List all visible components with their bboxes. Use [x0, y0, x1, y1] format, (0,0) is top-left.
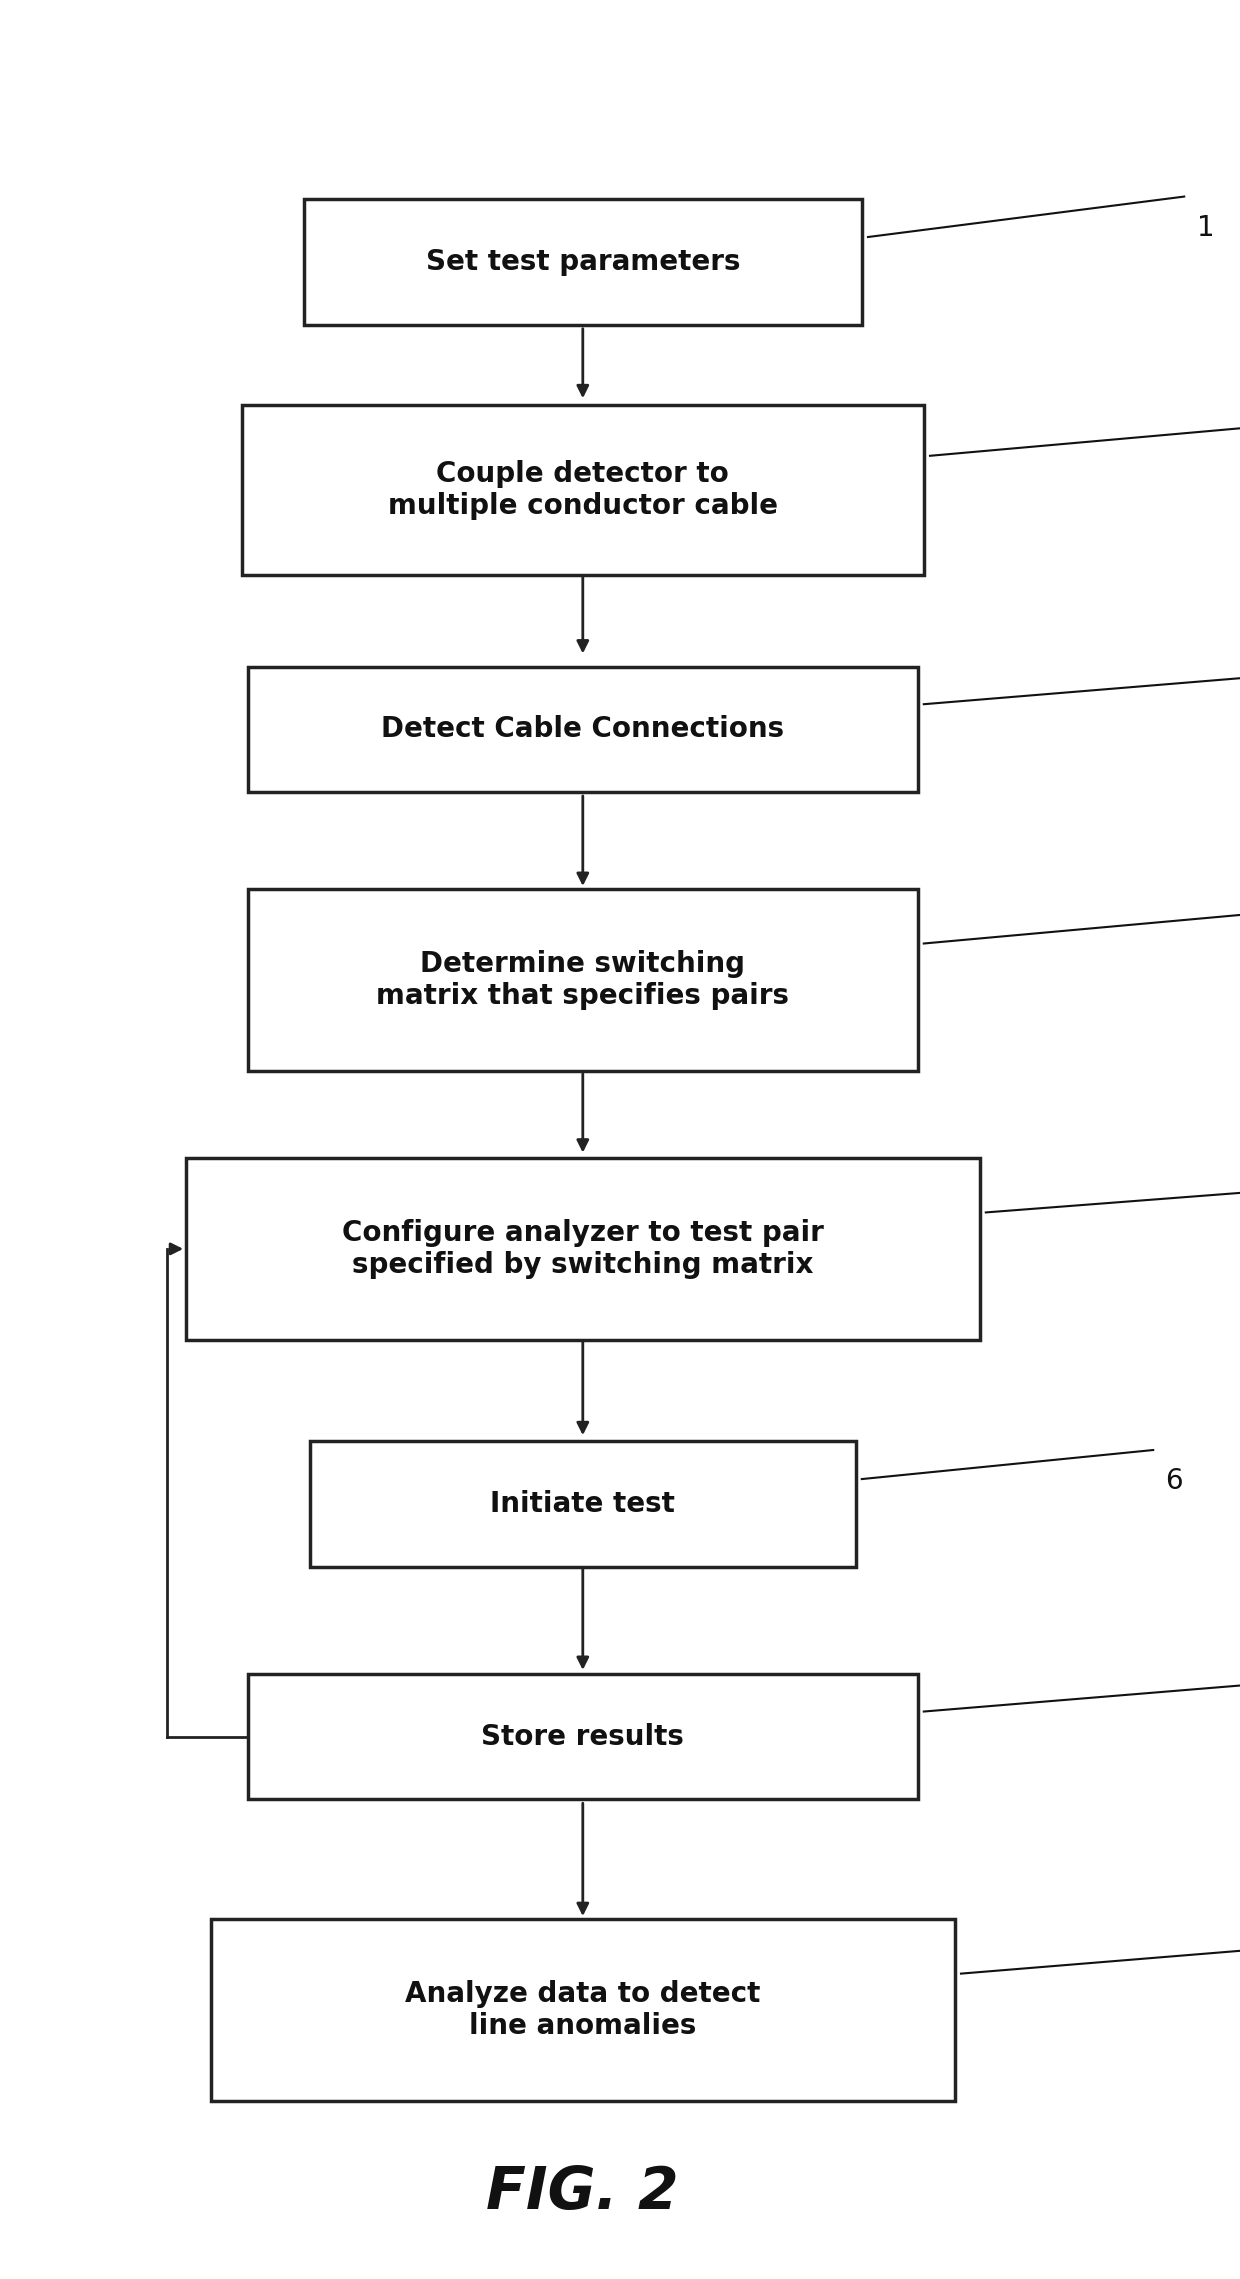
Text: Analyze data to detect
line anomalies: Analyze data to detect line anomalies	[405, 1980, 760, 2040]
Text: 1: 1	[1197, 214, 1214, 242]
Text: Configure analyzer to test pair
specified by switching matrix: Configure analyzer to test pair specifie…	[342, 1219, 823, 1279]
Text: Detect Cable Connections: Detect Cable Connections	[381, 716, 785, 743]
FancyBboxPatch shape	[310, 1443, 856, 1568]
FancyBboxPatch shape	[242, 406, 924, 574]
Text: Set test parameters: Set test parameters	[425, 248, 740, 276]
Text: 6: 6	[1166, 1468, 1183, 1495]
Text: Store results: Store results	[481, 1723, 684, 1750]
Text: FIG. 2: FIG. 2	[486, 2163, 680, 2222]
Text: Determine switching
matrix that specifies pairs: Determine switching matrix that specifie…	[376, 950, 790, 1010]
FancyBboxPatch shape	[248, 889, 918, 1071]
Text: Couple detector to
multiple conductor cable: Couple detector to multiple conductor ca…	[388, 460, 777, 520]
FancyBboxPatch shape	[211, 1919, 955, 2101]
FancyBboxPatch shape	[248, 665, 918, 791]
FancyBboxPatch shape	[248, 1673, 918, 1800]
FancyBboxPatch shape	[186, 1158, 980, 1340]
FancyBboxPatch shape	[304, 198, 862, 324]
Text: Initiate test: Initiate test	[490, 1490, 676, 1518]
